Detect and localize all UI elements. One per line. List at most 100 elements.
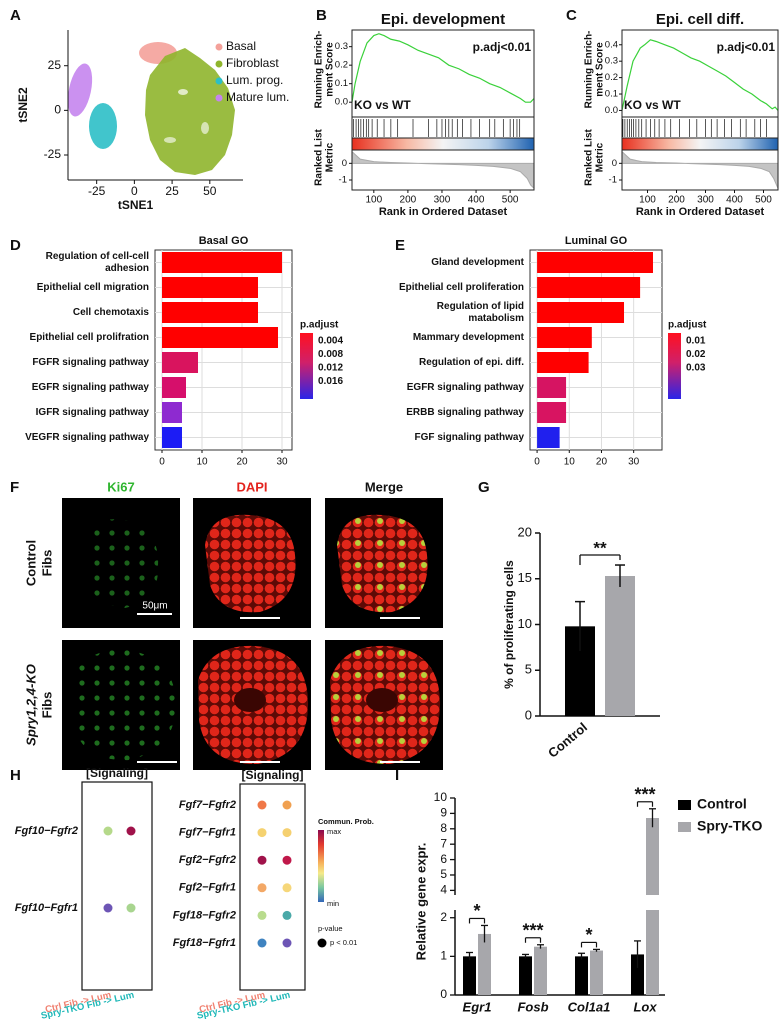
x-tick-label: 20 (596, 457, 608, 468)
y-tick-label: 0.2 (335, 60, 348, 71)
micrographs: 50μm Ki67 DAPI Merge Control Fibs Spry1,… (23, 479, 443, 770)
chart-title: [Signaling] (86, 766, 148, 780)
legend-title: Commun. Prob. (318, 817, 374, 826)
bar (537, 402, 567, 423)
running-score (351, 33, 535, 103)
bar (537, 427, 560, 448)
category-label: Regulation of lipid (437, 301, 524, 312)
y-tick-label: 0.1 (605, 89, 618, 100)
x-tick-label: 200 (668, 195, 685, 206)
legend-tick-label: 0.008 (318, 349, 343, 360)
row-label: Fgf10−Fgfr1 (15, 902, 78, 914)
bar (162, 377, 186, 398)
cloud-texture (164, 137, 176, 143)
bar (162, 352, 198, 373)
x-tick-label: 25 (165, 184, 179, 198)
x-tick-label: Col1a1 (568, 999, 611, 1014)
significance: * (473, 901, 480, 921)
chart-title: Luminal GO (565, 235, 628, 247)
row-label: Fgf18−Fgfr1 (173, 937, 236, 949)
bar (534, 946, 547, 995)
panel-label: A (10, 7, 21, 24)
chart-title: [Signaling] (242, 768, 304, 782)
cluster-cloud (89, 103, 117, 149)
legend-colorbar (668, 333, 681, 399)
panel-label: D (10, 237, 21, 254)
bar (631, 954, 644, 995)
size-legend-title: p-value (318, 924, 343, 933)
category-label: adhesion (105, 263, 149, 274)
legend-swatch (215, 94, 223, 102)
y-tick-label: 10 (434, 790, 448, 804)
y-axis-label: tSNE2 (16, 87, 30, 123)
category-label: Epithelial cell prolifration (30, 332, 149, 343)
annotation: p.adj<0.01 (473, 40, 532, 54)
plot-frame (351, 29, 535, 191)
dot (282, 855, 292, 865)
chart-title: Epi. development (381, 11, 505, 28)
significance: *** (522, 921, 543, 941)
x-tick-label: 100 (639, 195, 656, 206)
x-tick-label: 300 (434, 195, 451, 206)
bar (162, 252, 282, 273)
panel-label: I (395, 767, 399, 784)
legend-tick-label: 0.01 (686, 336, 706, 347)
x-tick-label: 0 (534, 457, 540, 468)
bar (478, 933, 491, 995)
x-tick-label: 200 (400, 195, 417, 206)
ranked-metric (351, 150, 535, 190)
legend-colorbar (318, 830, 324, 902)
lumen (234, 688, 266, 712)
dot (126, 826, 136, 836)
y-tick-label: 7 (440, 836, 447, 850)
x-tick-label: Lox (633, 999, 657, 1014)
lumen (366, 688, 398, 712)
legend-label: Mature lum. (226, 90, 289, 104)
column-header: Ki67 (107, 479, 134, 494)
category-label: Regulation of epi. diff. (419, 357, 524, 368)
row-label: Fgf2−Fgfr1 (179, 882, 236, 894)
category-label: ERBB signaling pathway (406, 407, 524, 418)
legend-swatch (215, 77, 223, 85)
legend-swatch (678, 800, 691, 810)
y-tick-label: 9 (440, 806, 447, 820)
dot (126, 903, 136, 913)
legend-tick-label: 0.016 (318, 376, 343, 387)
chart-title: Basal GO (199, 235, 249, 247)
y-tick-label: 0 (440, 987, 447, 1001)
y-tick-label: 5 (440, 867, 447, 881)
y-tick-label: 0 (525, 707, 532, 722)
y-tick-label: 0.2 (605, 72, 618, 83)
bar (590, 950, 603, 995)
category-label: Epithelial cell migration (37, 282, 149, 293)
category-label: Regulation of cell-cell (46, 251, 150, 262)
cells (205, 514, 296, 613)
running-score (621, 39, 779, 111)
x-axis-label: Rank in Ordered Dataset (636, 206, 765, 218)
y-axis-label: Metric (325, 142, 336, 172)
x-tick-label: 30 (276, 457, 288, 468)
dot (257, 938, 267, 948)
size-legend-dot (317, 938, 327, 948)
dot (257, 910, 267, 920)
row-label: Fgf2−Fgfr2 (179, 854, 236, 866)
row-label: Fgf10−Fgfr2 (15, 825, 78, 837)
panel-label: E (395, 237, 405, 254)
x-tick-label: 500 (755, 195, 772, 206)
bar (537, 277, 641, 298)
bar (575, 956, 588, 995)
x-tick-label: 10 (196, 457, 208, 468)
row-label: Fgf7−Fgfr2 (179, 799, 236, 811)
y-tick-label: 0.0 (605, 105, 618, 116)
comparison: KO vs WT (354, 98, 411, 112)
panel-label: F (10, 479, 19, 496)
category-label: Gland development (431, 257, 524, 268)
dot (282, 828, 292, 838)
x-tick-label: Egr1 (463, 999, 492, 1014)
bar (537, 302, 625, 323)
plot-frame (239, 783, 306, 991)
x-tick-label: 500 (502, 195, 519, 206)
y-tick-label: 1 (440, 949, 447, 963)
y-tick-label: 0.4 (605, 39, 618, 50)
